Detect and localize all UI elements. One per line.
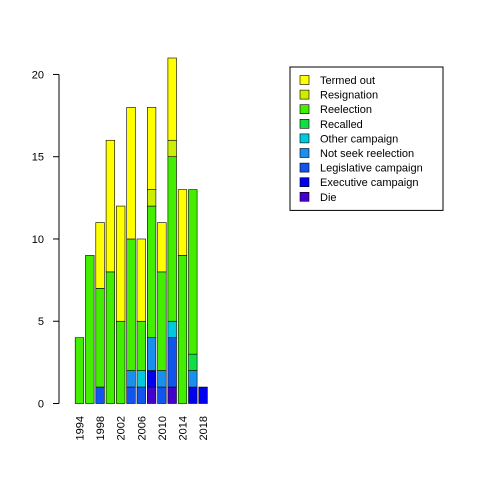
legend-label: Reelection xyxy=(320,104,372,116)
y-axis: 0 5 10 15 20 xyxy=(32,69,60,411)
bar-segment-2006-other-campaign xyxy=(136,370,146,388)
x-tick-label: 2018 xyxy=(198,416,210,440)
bar-segment-2016-not-seek-reelection xyxy=(188,370,198,388)
bar-segment-1998-legislative-campaign xyxy=(95,386,105,404)
y-tick-label: 20 xyxy=(32,69,44,81)
y-tick-label: 0 xyxy=(38,399,44,411)
legend-swatch xyxy=(299,177,310,187)
bar-segment-2012-legislative-campaign xyxy=(167,337,177,388)
bar-segment-1996-reelection xyxy=(85,255,95,404)
bar-segment-2010-not-seek-reelection xyxy=(157,370,167,388)
bar-segment-2008-executive-campaign xyxy=(147,370,157,388)
bar-segment-2010-legislative-campaign xyxy=(157,386,167,404)
legend-swatch xyxy=(299,162,310,173)
bar-segment-2010-reelection xyxy=(157,271,167,371)
bar-segment-2008-resignation xyxy=(147,189,157,207)
legend-label: Termed out xyxy=(320,75,375,87)
x-tick-label: 2002 xyxy=(116,416,128,440)
bar-segment-2008-reelection xyxy=(147,205,157,338)
bar-segment-2012-resignation xyxy=(167,139,177,158)
legend-frame xyxy=(289,66,444,211)
bar-segment-2012-other-campaign xyxy=(167,320,177,338)
legend-label: Legislative campaign xyxy=(320,163,423,175)
bar-segment-2018-executive-campaign xyxy=(198,386,208,404)
x-axis: 1994 1998 2002 2006 2010 2014 2018 xyxy=(75,416,211,440)
bar-segment-2012-reelection xyxy=(167,156,177,322)
x-tick-label: 2006 xyxy=(136,416,148,440)
x-tick-label: 1994 xyxy=(75,416,87,440)
bar-segment-1998-termed-out xyxy=(95,222,105,289)
bar-segment-2016-reelection xyxy=(188,189,198,355)
legend-swatch xyxy=(299,104,310,114)
bar-segment-2008-die xyxy=(147,386,157,404)
bar-segment-2014-reelection xyxy=(177,255,188,404)
bars-group xyxy=(74,57,208,404)
y-tick-label: 10 xyxy=(32,234,44,246)
bar-segment-2004-legislative-campaign xyxy=(126,386,136,404)
bar-segment-2006-legislative-campaign xyxy=(136,386,146,404)
bar-segment-2004-not-seek-reelection xyxy=(126,370,136,388)
bar-segment-2004-termed-out xyxy=(126,107,136,240)
legend-label: Die xyxy=(320,192,337,204)
bar-segment-2008-termed-out xyxy=(147,107,157,190)
bar-segment-2016-recalled xyxy=(188,353,198,371)
y-tick-label: 15 xyxy=(32,152,44,164)
bar-segment-2002-termed-out xyxy=(116,205,126,322)
x-tick-label: 2010 xyxy=(157,416,169,440)
bar-segment-2008-not-seek-reelection xyxy=(147,337,157,371)
bar-segment-2000-reelection xyxy=(105,271,115,404)
bar-segment-2002-reelection xyxy=(116,320,126,404)
bar-segment-1994-reelection xyxy=(74,337,85,404)
legend-swatch xyxy=(299,192,310,202)
legend-swatch xyxy=(299,89,310,100)
legend-label: Recalled xyxy=(320,119,363,131)
legend-label: Not seek reelection xyxy=(320,148,414,160)
x-tick-label: 1998 xyxy=(95,416,107,440)
legend-label: Resignation xyxy=(320,90,378,102)
legend-label: Other campaign xyxy=(320,133,398,145)
x-tick-label: 2014 xyxy=(178,416,190,440)
bar-segment-2014-termed-out xyxy=(177,189,188,256)
bar-segment-2004-reelection xyxy=(126,238,136,371)
legend-swatch xyxy=(299,148,310,158)
legend: Termed out Resignation Reelection Recalled O… xyxy=(289,66,444,211)
bar-segment-2006-termed-out xyxy=(136,238,146,322)
bar-segment-2016-executive-campaign xyxy=(188,386,198,404)
bar-segment-2000-termed-out xyxy=(105,139,115,273)
bar-segment-2012-die xyxy=(167,386,177,404)
bar-segment-1998-reelection xyxy=(95,288,105,388)
legend-swatch xyxy=(299,119,310,129)
legend-swatch xyxy=(299,133,310,144)
y-tick-label: 5 xyxy=(38,316,44,328)
legend-swatch xyxy=(299,75,310,85)
bar-segment-2010-termed-out xyxy=(157,222,167,273)
bar-segment-2012-termed-out xyxy=(167,57,177,141)
bar-segment-2006-reelection xyxy=(136,320,146,371)
legend-label: Executive campaign xyxy=(320,177,418,189)
